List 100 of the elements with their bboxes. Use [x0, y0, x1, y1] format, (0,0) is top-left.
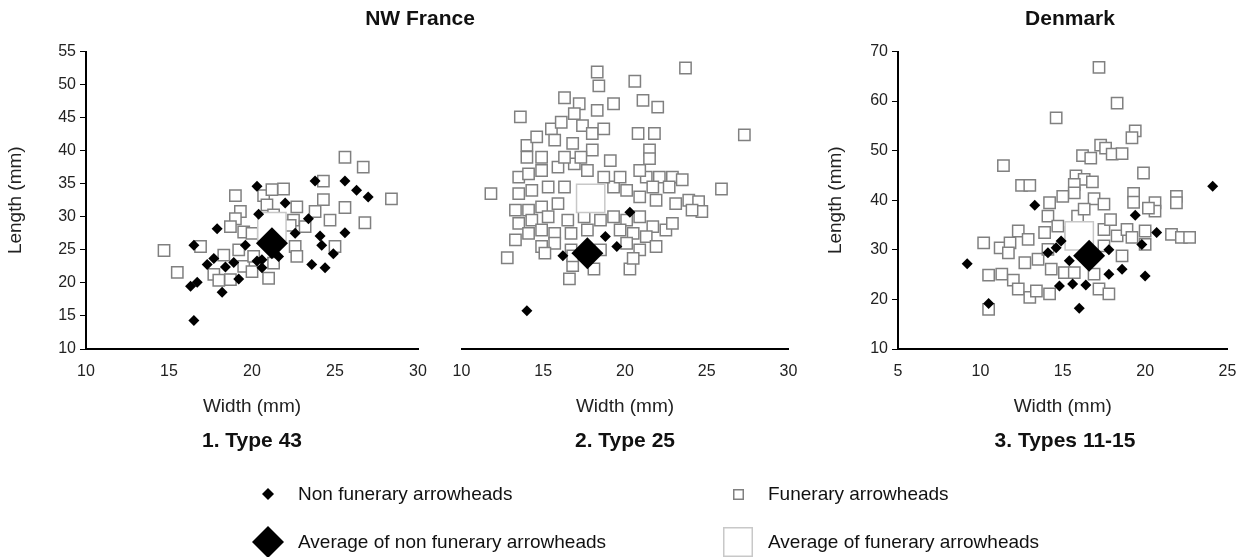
point	[298, 220, 312, 234]
point	[256, 262, 268, 274]
point	[1055, 235, 1067, 247]
x-tick-label: 30	[409, 362, 427, 380]
point	[289, 227, 301, 239]
point	[339, 175, 351, 187]
point	[233, 273, 245, 285]
point	[1053, 280, 1065, 292]
point	[983, 297, 995, 309]
text: 1. Type 43	[202, 428, 302, 452]
y-tick-label: 40	[58, 141, 77, 159]
point	[245, 265, 259, 279]
point	[224, 220, 237, 234]
x-tick-label: 20	[1136, 362, 1155, 380]
point	[362, 191, 374, 203]
y-tick-label: 55	[58, 41, 77, 59]
point	[1103, 244, 1115, 256]
chart-title: Denmark	[1025, 6, 1115, 30]
x-tick-label: 10	[971, 362, 990, 380]
point	[219, 261, 231, 273]
point	[557, 250, 569, 262]
point	[279, 197, 291, 209]
point	[961, 258, 973, 270]
y-tick-label: 50	[58, 74, 77, 92]
point	[1207, 180, 1219, 192]
y-axis-title: Length (mm)	[823, 146, 845, 255]
legend-label: Average of funerary arrowheads	[768, 531, 1040, 553]
y-tick-label: 10	[870, 339, 889, 357]
point	[290, 200, 304, 214]
x-tick-label: 15	[160, 362, 178, 380]
point	[191, 276, 203, 288]
point	[316, 193, 330, 206]
chart-title: NW France	[365, 6, 475, 30]
point	[302, 213, 314, 225]
point	[290, 250, 304, 263]
point	[1029, 199, 1041, 211]
point	[1136, 238, 1148, 250]
x-tick-label: 10	[452, 362, 471, 380]
point	[1042, 247, 1054, 259]
point	[611, 241, 623, 253]
point	[212, 273, 226, 287]
point	[624, 206, 636, 218]
point	[1080, 279, 1092, 291]
point	[253, 208, 265, 220]
point	[188, 239, 200, 251]
x-tick-label: 25	[326, 362, 344, 380]
x-tick-label: 20	[616, 362, 634, 380]
x-tick-label: 15	[1053, 362, 1072, 380]
point	[309, 175, 321, 187]
point	[1139, 270, 1151, 282]
y-tick-label: 30	[870, 240, 889, 258]
point	[216, 286, 228, 298]
point	[1067, 278, 1079, 290]
point	[339, 227, 351, 239]
y-tick-label: 20	[870, 289, 889, 307]
point	[228, 256, 240, 268]
x-axis-title: Width (mm)	[202, 394, 302, 416]
point	[255, 227, 288, 260]
y-tick-label: 15	[58, 306, 77, 324]
point	[1050, 242, 1062, 254]
y-tick-label: 50	[870, 141, 889, 159]
x-tick-label: 25	[697, 362, 716, 380]
y-tick-label: 30	[58, 207, 77, 225]
point	[1151, 226, 1163, 238]
point	[385, 192, 398, 206]
point	[201, 258, 213, 270]
point	[338, 150, 352, 164]
y-tick-label: 70	[870, 41, 889, 59]
y-tick-label: 45	[58, 108, 77, 126]
legend-label: Funerary arrowheads	[768, 483, 949, 505]
point	[157, 244, 171, 257]
point	[1116, 263, 1128, 275]
point	[1073, 239, 1106, 272]
point	[327, 248, 339, 260]
point	[521, 305, 533, 317]
point	[170, 265, 184, 279]
point	[1103, 268, 1115, 280]
point	[358, 216, 372, 230]
point	[277, 182, 290, 196]
point	[316, 239, 328, 251]
legend-label: Non funerary arrowheads	[298, 483, 513, 505]
y-tick-label: 20	[58, 273, 77, 291]
point	[306, 258, 318, 270]
text: 2. Type 25	[575, 428, 675, 452]
x-tick-label: 10	[77, 362, 95, 380]
x-tick-label: 25	[1218, 362, 1237, 380]
point	[1129, 209, 1141, 221]
x-tick-label: 30	[779, 362, 798, 380]
text: 3. Types 11-15	[994, 428, 1136, 452]
x-axis-title: Width (mm)	[1013, 394, 1112, 416]
point	[185, 280, 197, 292]
point	[211, 223, 223, 235]
y-tick-label: 40	[870, 190, 889, 208]
x-tick-label: 5	[893, 362, 903, 380]
point	[251, 180, 263, 192]
point	[571, 237, 604, 270]
point	[217, 248, 231, 262]
point	[188, 315, 200, 327]
point	[338, 201, 352, 214]
y-axis-title: Length (mm)	[3, 146, 25, 255]
